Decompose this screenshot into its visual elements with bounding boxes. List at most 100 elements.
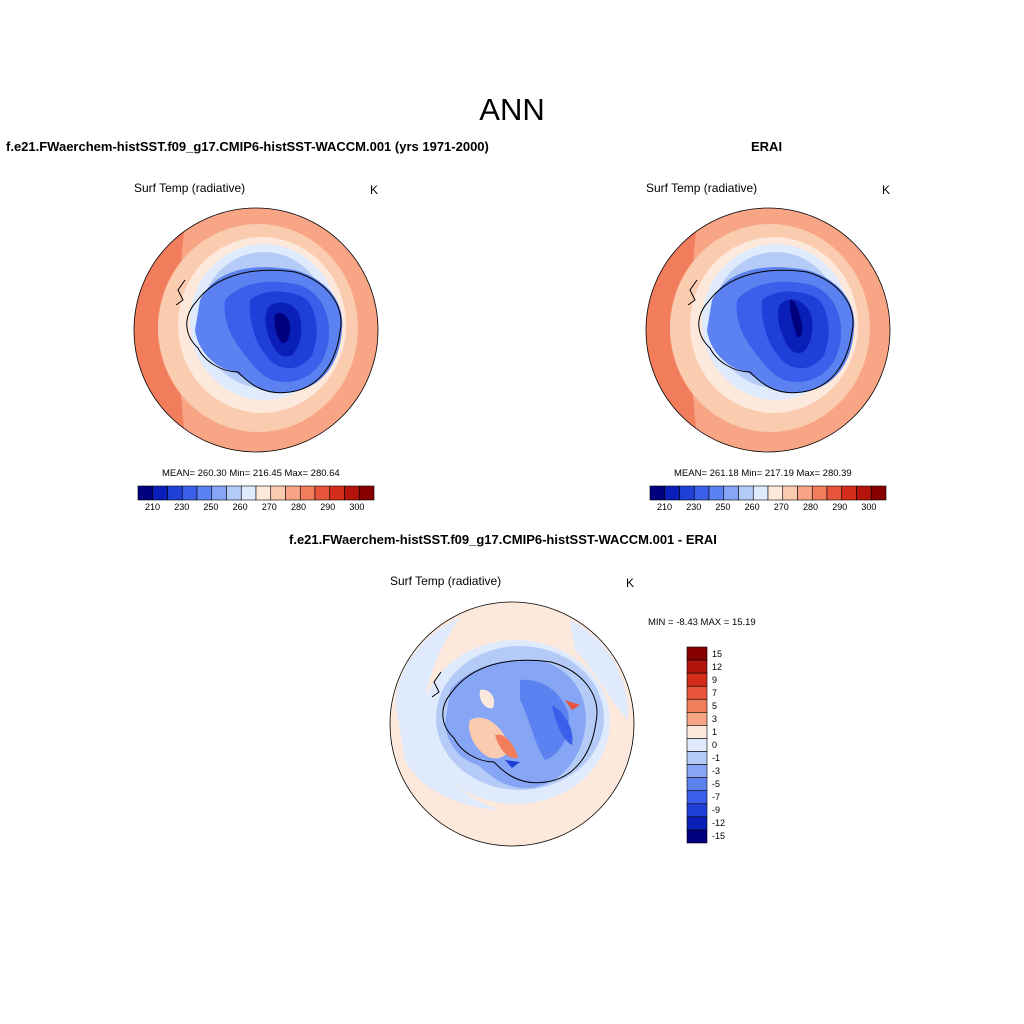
- obs-colorbar-box: [738, 485, 754, 501]
- model-colorbar-box: [314, 485, 331, 501]
- diff-colorbar-tick-label: 1: [712, 726, 718, 737]
- obs-colorbar-tick-label: 230: [686, 502, 702, 512]
- diff-colorbar-box: [686, 803, 708, 818]
- model-colorbar-box: [226, 485, 242, 501]
- obs-colorbar-tick-label: 250: [715, 502, 731, 512]
- model-colorbar-box: [270, 485, 286, 501]
- diff-colorbar-box: [686, 698, 708, 713]
- obs-colorbar-tick-label: 280: [803, 502, 819, 512]
- diff-colorbar-tick-label: 3: [712, 713, 718, 724]
- diff-colorbar-box: [686, 816, 708, 831]
- obs-colorbar-tick-label: 300: [861, 502, 877, 512]
- diff-panel-title: f.e21.FWaerchem-histSST.f09_g17.CMIP6-hi…: [289, 532, 717, 547]
- diff-stats-label: MIN = -8.43 MAX = 15.19: [648, 617, 756, 628]
- obs-colorbar-ticks: 210 230 250 260 270 280 290 300: [650, 502, 886, 514]
- obs-colorbar-box: [664, 485, 680, 501]
- model-colorbar: [137, 485, 375, 501]
- obs-colorbar-tick-label: 260: [744, 502, 760, 512]
- diff-colorbar-box: [686, 725, 708, 739]
- model-colorbar-tick-label: 300: [349, 502, 365, 512]
- model-colorbar-tick-label: 250: [203, 502, 219, 512]
- obs-colorbar-box: [723, 485, 739, 501]
- obs-colorbar-box: [782, 485, 798, 501]
- diff-colorbar-box: [686, 751, 708, 765]
- diff-colorbar-tick-label: 15: [712, 648, 723, 659]
- obs-colorbar-box: [811, 485, 828, 501]
- diff-colorbar-box: [686, 712, 708, 726]
- obs-colorbar-box: [870, 485, 887, 501]
- diff-colorbar-box: [686, 790, 708, 805]
- obs-colorbar-box: [841, 485, 857, 501]
- obs-variable-label: Surf Temp (radiative): [646, 181, 758, 195]
- diff-colorbar-tick-label: 7: [712, 687, 718, 698]
- model-stats-label: MEAN= 260.30 Min= 216.45 Max= 280.64: [162, 468, 340, 479]
- diff-colorbar-box: [686, 777, 708, 792]
- diff-colorbar-tick-label: -3: [712, 766, 721, 777]
- diff-variable-label: Surf Temp (radiative): [390, 574, 502, 588]
- model-colorbar-ticks: 210 230 250 260 270 280 290 300: [138, 502, 374, 514]
- model-variable-label: Surf Temp (radiative): [134, 181, 246, 195]
- obs-colorbar-tick-label: 210: [657, 502, 673, 512]
- model-colorbar-tick-label: 270: [261, 502, 277, 512]
- diff-colorbar-box: [686, 672, 708, 687]
- model-colorbar-box: [285, 485, 301, 501]
- diff-colorbar-tick-label: 5: [712, 700, 718, 711]
- diff-colorbar-tick-label: -1: [712, 753, 721, 764]
- diff-colorbar-tick-label: -9: [712, 805, 721, 816]
- model-colorbar-tick-label: 260: [232, 502, 248, 512]
- diff-polar-map: [390, 602, 634, 846]
- diff-colorbar: [686, 646, 708, 844]
- diff-colorbar-tick-label: -7: [712, 792, 721, 803]
- obs-colorbar: [649, 485, 887, 501]
- model-colorbar-box: [240, 485, 257, 501]
- obs-colorbar-box: [752, 485, 769, 501]
- model-colorbar-box: [152, 485, 168, 501]
- obs-panel-title: ERAI: [751, 139, 783, 154]
- model-colorbar-box: [167, 485, 183, 501]
- model-colorbar-tick-label: 290: [320, 502, 336, 512]
- obs-colorbar-box: [708, 485, 725, 501]
- model-colorbar-box: [196, 485, 213, 501]
- obs-colorbar-tick-label: 270: [773, 502, 789, 512]
- diff-colorbar-box: [686, 646, 708, 661]
- model-colorbar-tick-label: 210: [145, 502, 161, 512]
- diff-colorbar-box: [686, 738, 708, 752]
- model-colorbar-box: [211, 485, 227, 501]
- diff-units-label: K: [626, 576, 635, 590]
- diff-colorbar-box: [686, 764, 708, 778]
- diff-colorbar-box: [686, 685, 708, 700]
- model-units-label: K: [370, 183, 379, 197]
- obs-colorbar-box: [856, 485, 872, 501]
- obs-colorbar-box: [649, 485, 666, 501]
- model-colorbar-box: [358, 485, 375, 501]
- model-colorbar-box: [137, 485, 154, 501]
- diff-colorbar-box: [686, 659, 708, 674]
- diff-colorbar-tick-label: 9: [712, 674, 718, 685]
- model-colorbar-box: [344, 485, 360, 501]
- obs-colorbar-tick-label: 290: [832, 502, 848, 512]
- model-colorbar-box: [329, 485, 345, 501]
- diff-colorbar-tick-label: 0: [712, 740, 718, 750]
- plot-title: ANN: [479, 92, 545, 127]
- obs-colorbar-box: [679, 485, 695, 501]
- obs-polar-map: [646, 208, 890, 452]
- diff-colorbar-tick-label: -5: [712, 779, 721, 790]
- diff-colorbar-tick-label: -15: [712, 831, 726, 842]
- model-polar-map: [134, 208, 378, 452]
- obs-units-label: K: [882, 183, 891, 197]
- obs-colorbar-box: [797, 485, 813, 501]
- diff-colorbar-ticks: 15 12 9 7 5 3 1 0 -1 -3 -5 -7 -9 -12 -15: [712, 647, 742, 843]
- diff-colorbar-tick-label: -12: [712, 818, 726, 829]
- model-panel-title: f.e21.FWaerchem-histSST.f09_g17.CMIP6-hi…: [6, 139, 489, 154]
- model-colorbar-tick-label: 230: [174, 502, 190, 512]
- diff-colorbar-box: [686, 829, 708, 844]
- obs-colorbar-box: [693, 485, 710, 501]
- model-colorbar-box: [255, 485, 272, 501]
- obs-stats-label: MEAN= 261.18 Min= 217.19 Max= 280.39: [674, 468, 852, 479]
- model-colorbar-box: [299, 485, 316, 501]
- obs-colorbar-box: [767, 485, 784, 501]
- obs-colorbar-box: [826, 485, 843, 501]
- model-colorbar-tick-label: 280: [291, 502, 307, 512]
- diff-colorbar-tick-label: 12: [712, 661, 723, 672]
